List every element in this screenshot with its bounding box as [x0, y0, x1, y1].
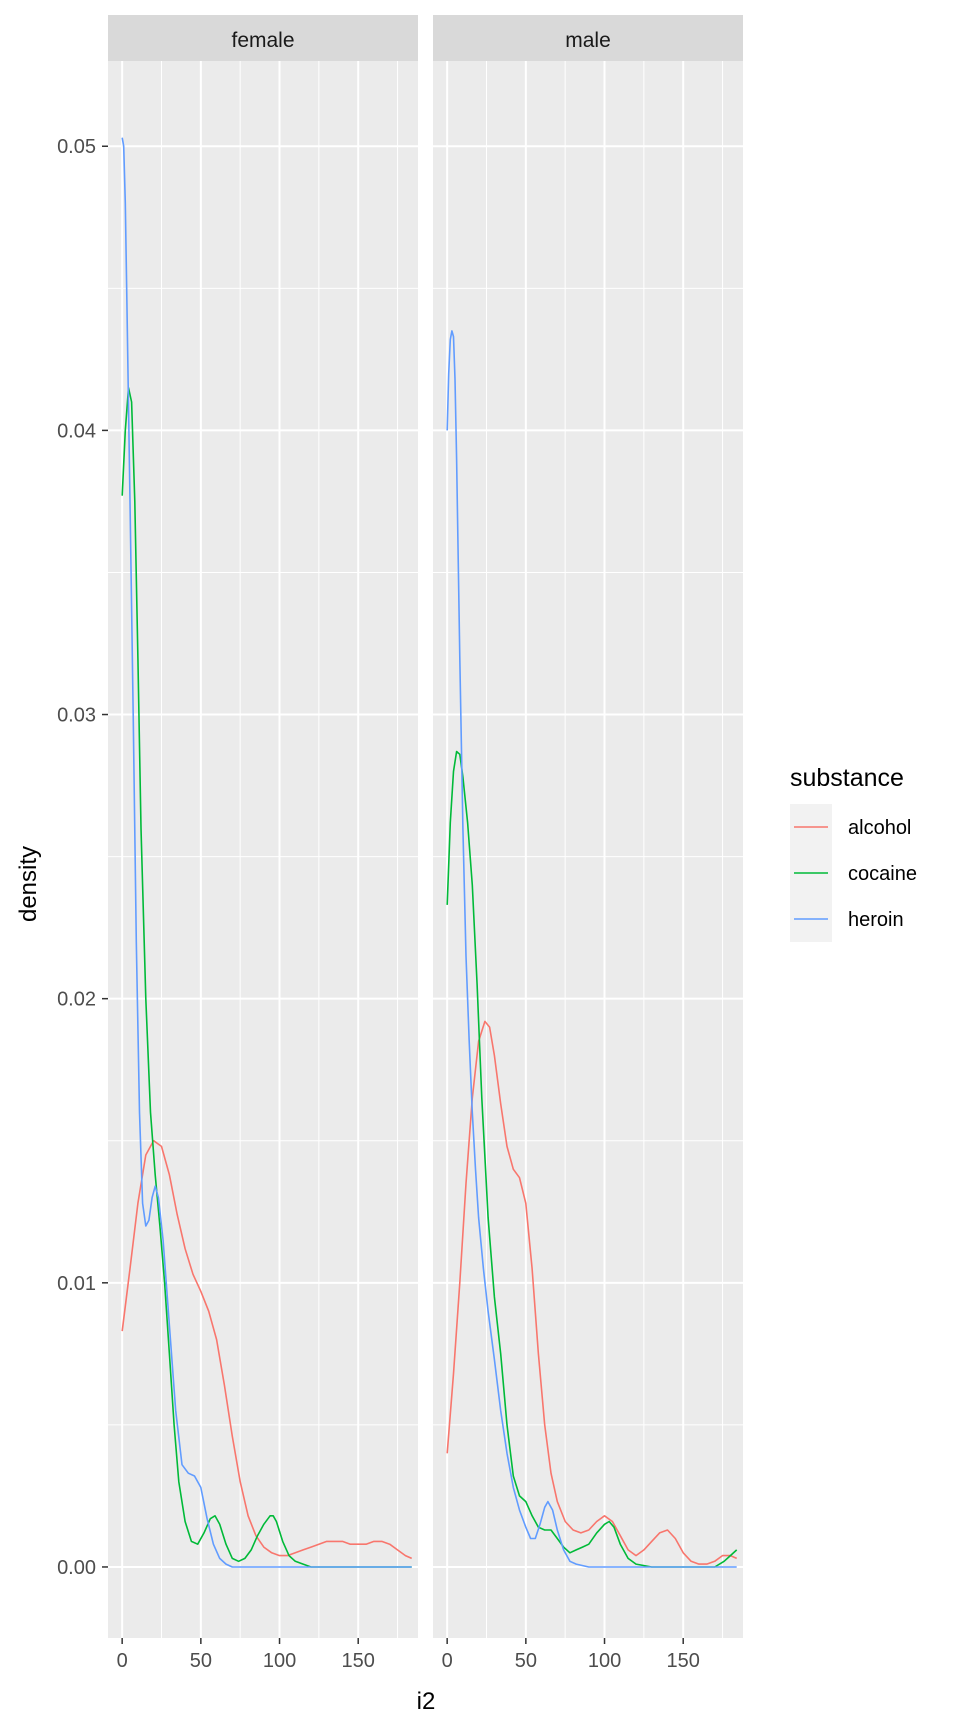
x-tick-label: 100: [263, 1650, 296, 1672]
legend-entry-heroin: heroin: [790, 896, 904, 942]
x-tick-label: 150: [342, 1650, 375, 1672]
panel-male: male 0 50 100 150: [433, 15, 743, 1672]
panels-layer: female 0 50 100 150 0.00 0.01 0.02 0.03 0.04 0.05 m…: [57, 15, 743, 1672]
facet-label-male: male: [565, 29, 611, 52]
y-tick-label: 0.05: [57, 136, 96, 158]
panel-background-female: [108, 61, 418, 1638]
y-tick-label: 0.03: [57, 705, 96, 727]
axes-layer: i2 density: [15, 846, 435, 1715]
x-tick-label: 0: [442, 1650, 453, 1672]
legend-title: substance: [790, 764, 904, 792]
facet-label-female: female: [231, 29, 294, 52]
x-tick-label: 0: [117, 1650, 128, 1672]
legend: substance alcohol cocaine heroin: [790, 764, 917, 942]
legend-label-cocaine: cocaine: [848, 863, 917, 885]
density-line-male-alcohol: [446, 1020, 738, 1565]
y-tick-label: 0.04: [57, 420, 96, 442]
panel-background-male: [433, 61, 743, 1638]
x-tick-label: 150: [667, 1650, 700, 1672]
y-tick-label: 0.02: [57, 989, 96, 1011]
density-line-male-heroin: [446, 330, 737, 1568]
legend-label-alcohol: alcohol: [848, 817, 911, 839]
y-tick-label: 0.01: [57, 1273, 96, 1295]
legend-entry-alcohol: alcohol: [790, 804, 911, 850]
density-line-female-alcohol: [121, 1139, 413, 1560]
y-axis-title: density: [15, 846, 42, 922]
facet-strip-male: [433, 15, 743, 61]
density-line-female-heroin: [121, 137, 412, 1568]
legend-label-heroin: heroin: [848, 909, 904, 931]
density-line-female-cocaine: [121, 386, 412, 1568]
x-axis-title: i2: [417, 1688, 436, 1715]
panel-female: female 0 50 100 150 0.00 0.01 0.02 0.03 0.04 0.05: [57, 15, 418, 1672]
x-tick-label: 100: [588, 1650, 621, 1672]
legend-entry-cocaine: cocaine: [790, 850, 917, 896]
y-tick-label: 0.00: [57, 1557, 96, 1579]
x-tick-label: 50: [190, 1650, 212, 1672]
x-tick-label: 50: [515, 1650, 537, 1672]
facet-strip-female: [108, 15, 418, 61]
